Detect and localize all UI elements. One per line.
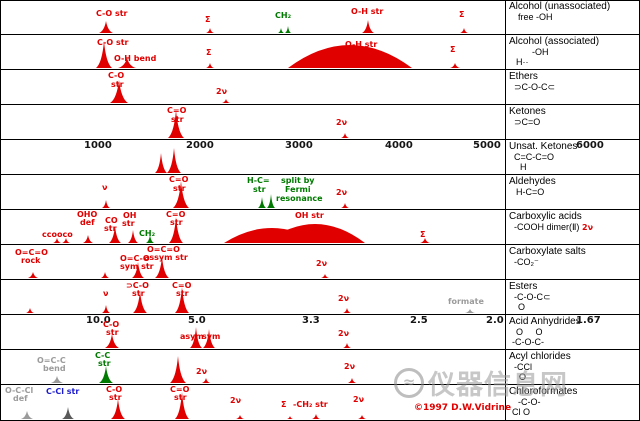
spectrum-canvas xyxy=(155,148,181,173)
functional-group-name: Alcohol (unassociated) xyxy=(509,1,611,12)
functional-group-name: Alcohol (associated) xyxy=(509,36,600,47)
functional-group-structure: -COOH dimer(Ⅱ) xyxy=(514,222,580,232)
functional-group-structure: -C-O-C- xyxy=(512,337,544,347)
functional-group-structure: ⊃C-O-C⊂ xyxy=(514,82,556,92)
row-label-aldehydes: Aldehydes H-C=O xyxy=(505,175,640,209)
axis-tick: 2000 xyxy=(186,140,214,151)
spectrum-canvas xyxy=(28,257,329,278)
row-label-acid-anhydrides: Acid Anhydrides O O -C-O-C- xyxy=(505,315,640,349)
functional-group-name: Carboxylic acids xyxy=(509,211,582,222)
spectrum-canvas xyxy=(99,20,468,33)
functional-group-structure: -CO₂⁻ xyxy=(514,257,539,267)
functional-group-structure: H xyxy=(520,162,527,172)
axis-tick: 1.67 xyxy=(576,315,601,326)
row-label-acyl-chlorides: Acyl chlorides -CCl O xyxy=(505,350,640,384)
functional-group-structure: H-C=O xyxy=(516,187,545,197)
row-label-chloroformates: Chloroformates -C-O- Cl O xyxy=(505,385,640,420)
functional-group-name: Aldehydes xyxy=(509,176,556,187)
spectrum-row-aldehydes: Aldehydes H-C=O ν C=O str H-C= str split by Ferm… xyxy=(0,175,640,210)
spectrum-canvas xyxy=(110,80,230,103)
spectrum-canvas xyxy=(51,356,356,383)
functional-group-structure: -OH xyxy=(532,47,549,57)
functional-group-name: Unsat. Ketones xyxy=(509,141,578,152)
axis-tick: 1000 xyxy=(84,140,112,151)
functional-group-structure: free -OH xyxy=(518,12,553,22)
spectrum-canvas xyxy=(105,327,351,348)
axis-tick: 3000 xyxy=(285,140,313,151)
row-label-alcohol-unassociated: Alcohol (unassociated) free -OH xyxy=(505,0,640,34)
functional-group-name: Esters xyxy=(509,281,538,292)
functional-group-name: Carboxylate salts xyxy=(509,246,586,257)
functional-group-structure: C=C-C=O xyxy=(514,152,555,162)
spectrum-canvas xyxy=(53,217,430,243)
spectrum-canvas xyxy=(96,41,460,68)
functional-group-structure: -C-O- xyxy=(518,397,541,407)
functional-group-structure: -C-O-C⊂ xyxy=(514,292,551,302)
functional-group-name: Ketones xyxy=(509,106,546,117)
spectrum-row-carboxylate-salts: Carboxylate salts -CO₂⁻ O=C=O rock O=C-O sym … xyxy=(0,245,640,280)
axis-tick: 10.0 xyxy=(86,315,111,326)
spectrum-canvas xyxy=(26,287,475,313)
row-label-carboxylic-acids: Carboxylic acids -COOH dimer(Ⅱ) xyxy=(505,210,640,244)
spectrum-row-chloroformates: Chloroformates -C-O- Cl O O-C-Cl def C-Cl str… xyxy=(0,385,640,421)
axis-tick: 5.0 xyxy=(188,315,206,326)
spectrum-canvas xyxy=(21,392,366,419)
spectrum-row-ethers: Ethers ⊃C-O-C⊂ C-O str 2ν xyxy=(0,70,640,105)
row-label-alcohol-associated: Alcohol (associated) -OH H·· xyxy=(505,35,640,69)
spectrum-row-carboxylic-acids: Carboxylic acids -COOH dimer(Ⅱ) OHO def CO st… xyxy=(0,210,640,245)
functional-group-structure: O xyxy=(518,302,526,312)
row-label-carboxylate-salts: Carboxylate salts -CO₂⁻ xyxy=(505,245,640,279)
spectrum-row-acyl-chlorides: Acyl chlorides -CCl O O=C-C bend C-C str 2ν 2ν xyxy=(0,350,640,385)
row-label-unsat-ketones: Unsat. Ketones C=C-C=O H xyxy=(505,140,640,174)
axis-tick: 2.5 xyxy=(410,315,428,326)
spectrum-row-ketones: Ketones ⊃C=O C=O str 2ν xyxy=(0,105,640,140)
functional-group-structure: O O xyxy=(516,327,543,337)
row-label-ketones: Ketones ⊃C=O xyxy=(505,105,640,139)
functional-group-structure: H·· xyxy=(516,57,529,67)
spectrum-row-acid-anhydrides: Acid Anhydrides O O -C-O-C- 10.0 5.0 3.3 2.5 2.… xyxy=(0,315,640,350)
row-label-ethers: Ethers ⊃C-O-C⊂ xyxy=(505,70,640,104)
functional-group-name: Ethers xyxy=(509,71,538,82)
axis-tick: 4000 xyxy=(385,140,413,151)
functional-group-name: Acyl chlorides xyxy=(509,351,571,362)
functional-group-structure: O xyxy=(519,372,527,382)
spectrum-row-alcohol-unassociated: Alcohol (unassociated) free -OH C-O str Σ CH… xyxy=(0,0,640,35)
spectrum-row-unsat-ketones: Unsat. Ketones C=C-C=O H 1000 2000 3000 4000 50… xyxy=(0,140,640,175)
axis-tick: 6000 xyxy=(576,140,604,151)
row-label-esters: Esters -C-O-C⊂ O xyxy=(505,280,640,314)
functional-group-name: Chloroformates xyxy=(509,386,578,397)
spectrum-row-alcohol-associated: Alcohol (associated) -OH H·· C-O str O-H ben… xyxy=(0,35,640,70)
functional-group-structure: Cl O xyxy=(512,407,530,417)
axis-tick: 3.3 xyxy=(302,315,320,326)
functional-group-name: Acid Anhydrides xyxy=(509,316,581,327)
axis-tick: 2.0 xyxy=(486,315,504,326)
spectrum-canvas xyxy=(102,181,349,208)
axis-tick: 5000 xyxy=(473,140,501,151)
spectrum-canvas xyxy=(168,110,349,138)
functional-group-structure: ⊃C=O xyxy=(514,117,541,127)
functional-group-structure: -CCl xyxy=(514,362,532,372)
